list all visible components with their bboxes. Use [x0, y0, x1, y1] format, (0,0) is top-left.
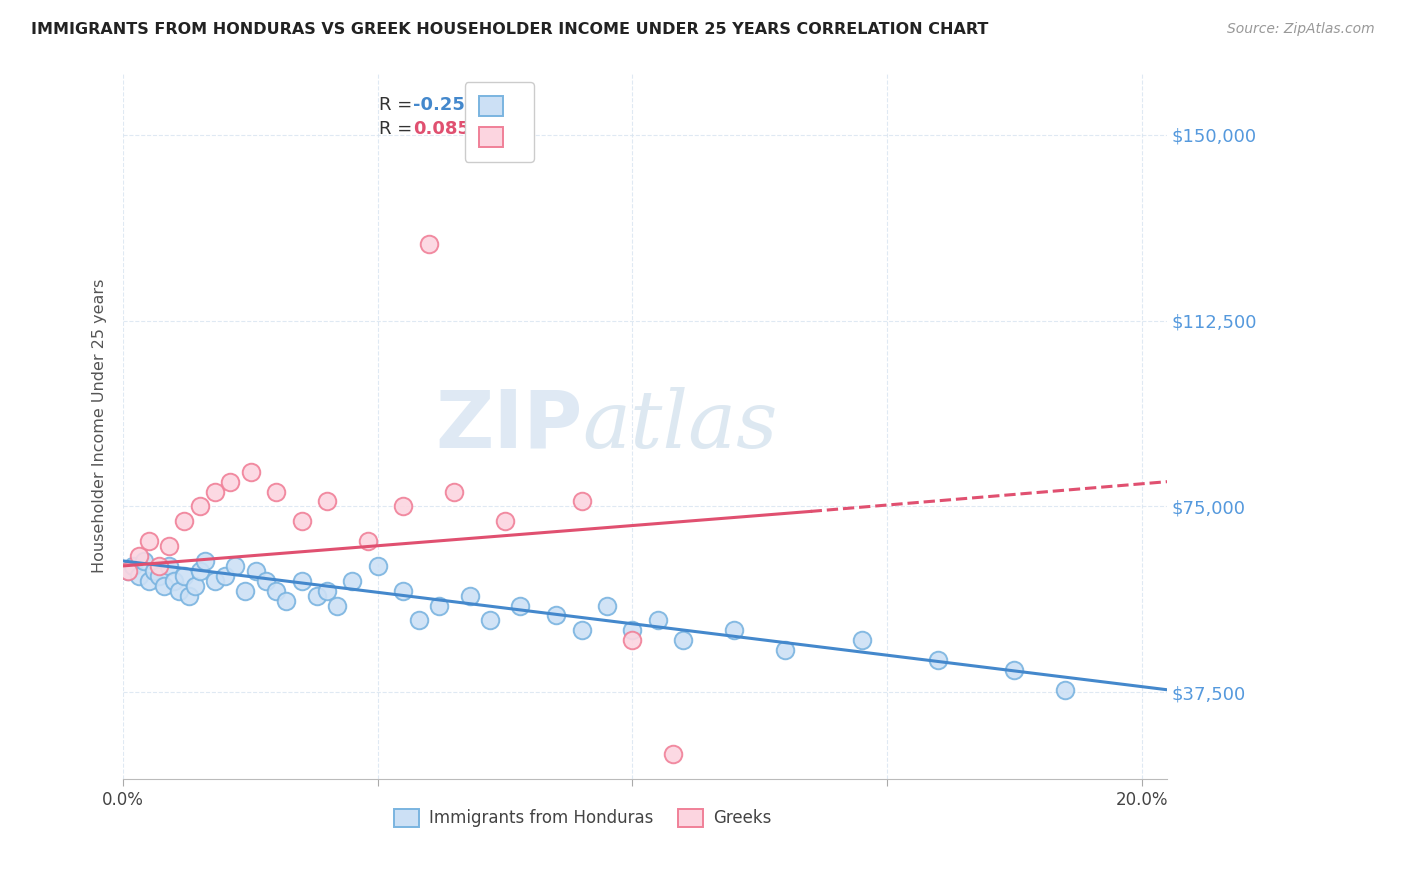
Point: [163, 574, 186, 588]
Point: [169, 583, 191, 598]
Text: 20: 20: [496, 120, 522, 138]
Point: [723, 624, 745, 638]
Point: [173, 569, 195, 583]
Point: [662, 747, 685, 761]
Point: [122, 558, 145, 573]
Point: [204, 484, 226, 499]
Point: [342, 574, 364, 588]
Point: [621, 624, 644, 638]
Point: [326, 599, 349, 613]
Point: [367, 558, 389, 573]
Point: [927, 653, 949, 667]
Point: [509, 599, 531, 613]
Point: [153, 579, 176, 593]
Point: [427, 599, 450, 613]
Point: [478, 614, 501, 628]
Point: [621, 633, 644, 648]
Text: 48: 48: [496, 95, 522, 114]
Text: atlas: atlas: [582, 387, 778, 465]
Point: [418, 236, 440, 251]
Point: [392, 583, 415, 598]
Point: [264, 583, 287, 598]
Point: [316, 494, 339, 508]
Point: [132, 554, 155, 568]
Point: [219, 475, 242, 489]
Point: [117, 564, 139, 578]
Point: [494, 514, 516, 528]
Point: [157, 539, 180, 553]
Point: [357, 534, 380, 549]
Point: [128, 569, 150, 583]
Point: [1002, 663, 1025, 677]
Point: [571, 624, 593, 638]
Point: [254, 574, 277, 588]
Point: [173, 514, 195, 528]
Legend: Immigrants from Honduras, Greeks: Immigrants from Honduras, Greeks: [387, 802, 778, 834]
Point: [245, 564, 267, 578]
Text: -0.251: -0.251: [413, 95, 478, 114]
Point: [204, 574, 226, 588]
Point: [276, 593, 298, 607]
Point: [194, 554, 217, 568]
Point: [117, 564, 139, 578]
Point: [235, 583, 257, 598]
Point: [239, 465, 262, 479]
Point: [183, 579, 205, 593]
Point: [773, 643, 796, 657]
Text: 0.085: 0.085: [413, 120, 471, 138]
Point: [1054, 682, 1077, 697]
Text: R =: R =: [380, 95, 418, 114]
Point: [138, 574, 160, 588]
Point: [188, 500, 211, 514]
Point: [214, 569, 236, 583]
Point: [305, 589, 328, 603]
Point: [851, 633, 873, 648]
Text: N =: N =: [460, 95, 510, 114]
Point: [443, 484, 465, 499]
Point: [571, 494, 593, 508]
Point: [316, 583, 339, 598]
Text: N =: N =: [460, 120, 510, 138]
Point: [128, 549, 150, 563]
Point: [546, 608, 568, 623]
Text: Source: ZipAtlas.com: Source: ZipAtlas.com: [1227, 22, 1375, 37]
Point: [224, 558, 246, 573]
Point: [672, 633, 695, 648]
Point: [458, 589, 481, 603]
Point: [179, 589, 201, 603]
Point: [290, 514, 312, 528]
Point: [647, 614, 669, 628]
Point: [188, 564, 211, 578]
Point: [148, 569, 170, 583]
Point: [408, 614, 430, 628]
Text: IMMIGRANTS FROM HONDURAS VS GREEK HOUSEHOLDER INCOME UNDER 25 YEARS CORRELATION : IMMIGRANTS FROM HONDURAS VS GREEK HOUSEH…: [31, 22, 988, 37]
Point: [142, 564, 165, 578]
Point: [596, 599, 619, 613]
Point: [148, 558, 170, 573]
Text: ZIP: ZIP: [436, 387, 582, 465]
Point: [138, 534, 160, 549]
Text: R =: R =: [380, 120, 418, 138]
Point: [392, 500, 415, 514]
Point: [290, 574, 312, 588]
Y-axis label: Householder Income Under 25 years: Householder Income Under 25 years: [93, 279, 107, 574]
Point: [264, 484, 287, 499]
Point: [157, 558, 180, 573]
